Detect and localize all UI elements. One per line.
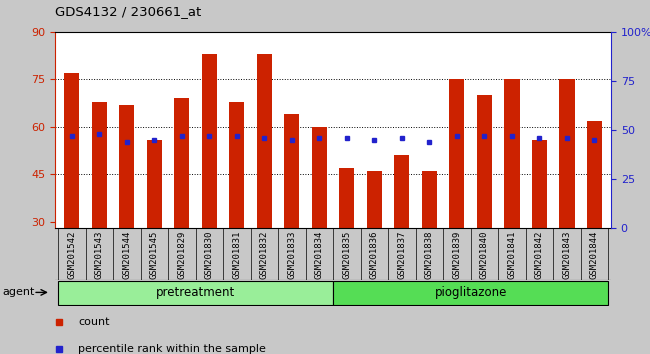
Text: GSM201832: GSM201832 <box>260 231 269 279</box>
Bar <box>229 102 244 317</box>
Text: percentile rank within the sample: percentile rank within the sample <box>78 344 266 354</box>
Bar <box>477 95 492 317</box>
Bar <box>449 79 465 317</box>
Bar <box>64 73 79 317</box>
Text: GSM201842: GSM201842 <box>535 231 544 279</box>
Text: GSM201543: GSM201543 <box>95 231 104 279</box>
Text: GSM201833: GSM201833 <box>287 231 296 279</box>
Bar <box>58 281 333 305</box>
Bar <box>339 168 354 317</box>
Text: GDS4132 / 230661_at: GDS4132 / 230661_at <box>55 5 201 18</box>
Text: GSM201830: GSM201830 <box>205 231 214 279</box>
Bar <box>367 171 382 317</box>
Bar <box>257 54 272 317</box>
Text: count: count <box>78 317 109 327</box>
Bar <box>92 102 107 317</box>
Text: GSM201836: GSM201836 <box>370 231 379 279</box>
Bar <box>333 281 608 305</box>
Text: GSM201843: GSM201843 <box>562 231 571 279</box>
Text: GSM201837: GSM201837 <box>397 231 406 279</box>
Bar <box>119 105 135 317</box>
Text: GSM201844: GSM201844 <box>590 231 599 279</box>
Bar <box>174 98 189 317</box>
Text: pioglitazone: pioglitazone <box>434 286 507 299</box>
Text: GSM201542: GSM201542 <box>67 231 76 279</box>
Text: GSM201544: GSM201544 <box>122 231 131 279</box>
Bar <box>312 127 327 317</box>
Text: GSM201831: GSM201831 <box>232 231 241 279</box>
Text: agent: agent <box>3 287 35 297</box>
Text: GSM201838: GSM201838 <box>425 231 434 279</box>
Bar <box>202 54 217 317</box>
Bar <box>504 79 519 317</box>
Text: GSM201840: GSM201840 <box>480 231 489 279</box>
Bar <box>395 155 410 317</box>
Text: GSM201839: GSM201839 <box>452 231 462 279</box>
Bar <box>532 139 547 317</box>
Text: GSM201834: GSM201834 <box>315 231 324 279</box>
Text: pretreatment: pretreatment <box>156 286 235 299</box>
Bar <box>147 139 162 317</box>
Bar <box>422 171 437 317</box>
Bar <box>587 121 602 317</box>
Text: GSM201829: GSM201829 <box>177 231 187 279</box>
Bar <box>284 114 300 317</box>
Text: GSM201841: GSM201841 <box>508 231 517 279</box>
Text: GSM201835: GSM201835 <box>343 231 352 279</box>
Text: GSM201545: GSM201545 <box>150 231 159 279</box>
Bar <box>560 79 575 317</box>
